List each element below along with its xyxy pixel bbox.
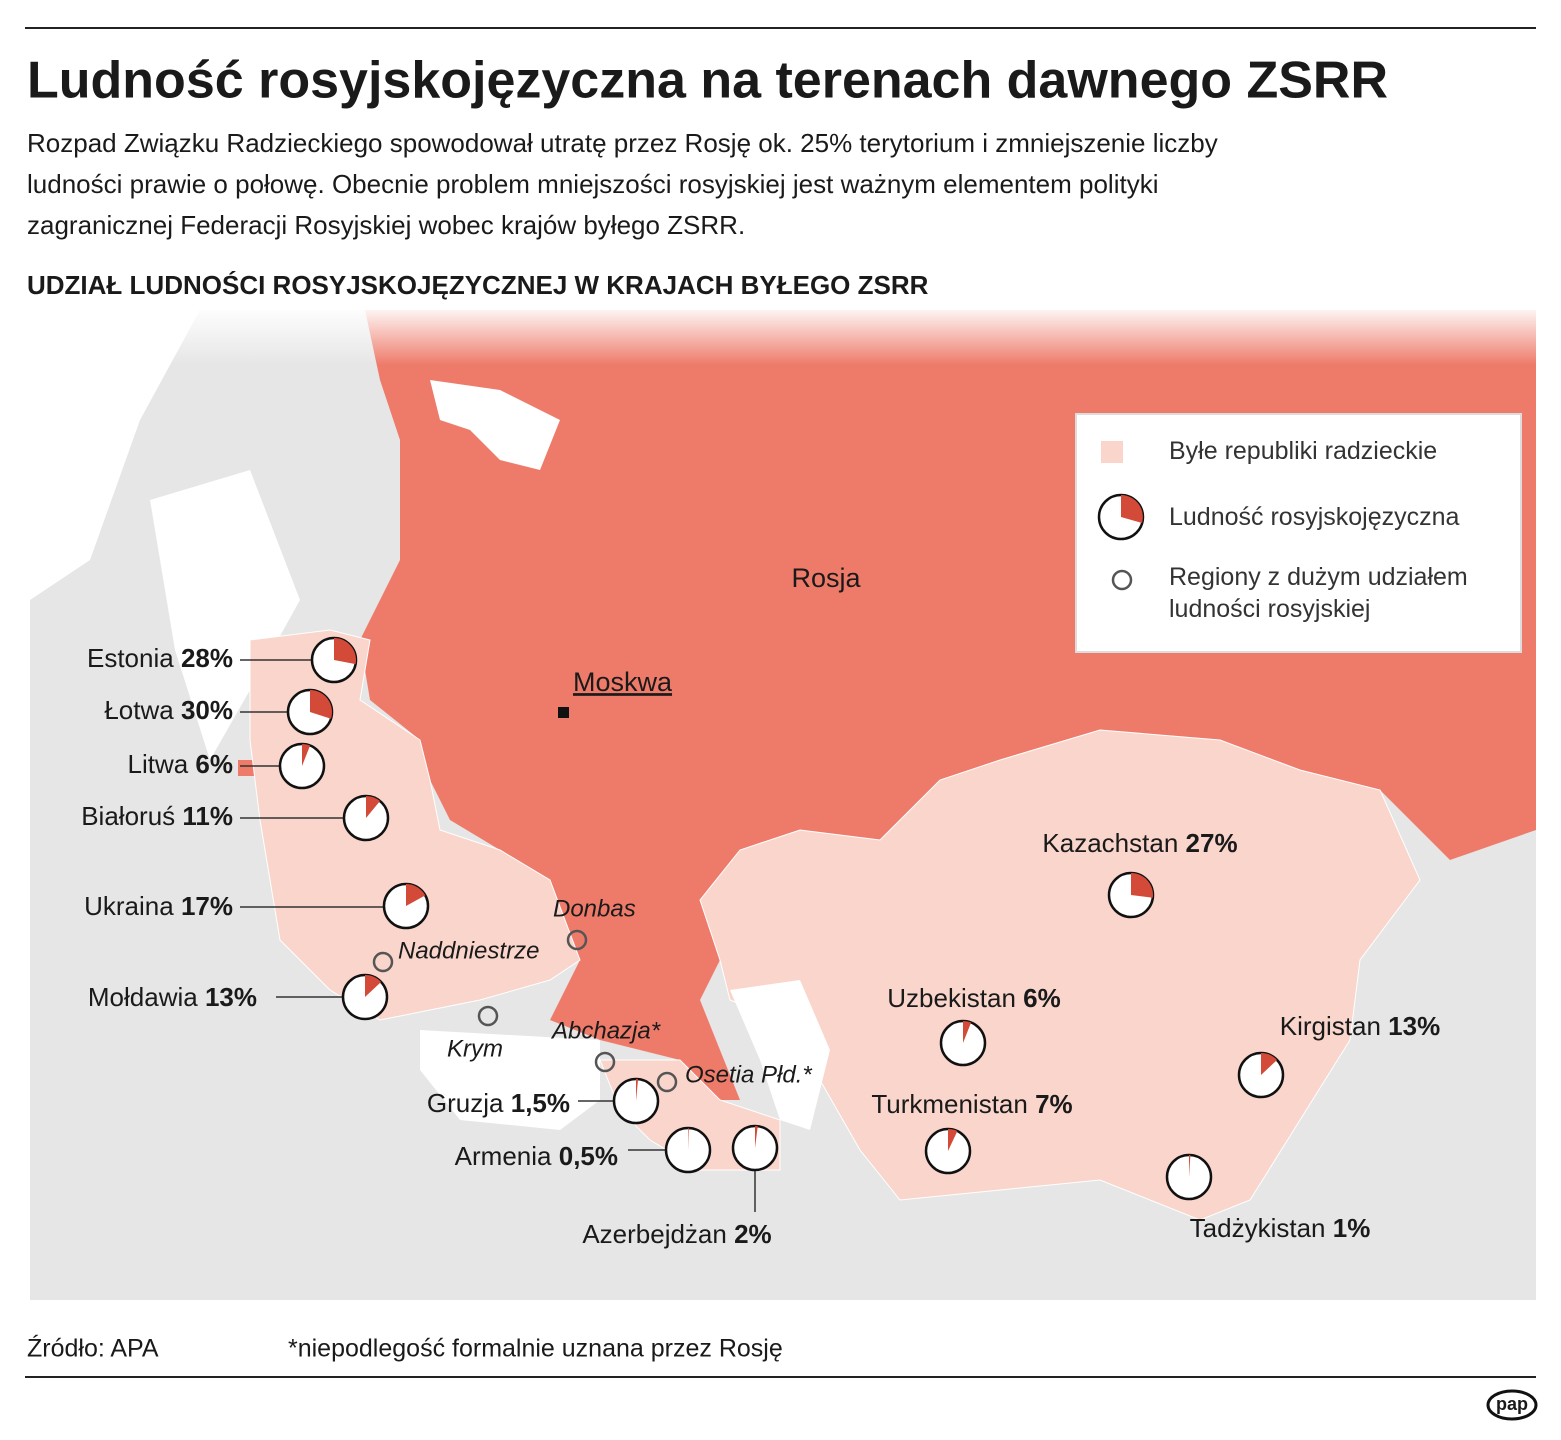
country-label: Ukraina 17% xyxy=(84,891,233,921)
subtitle: zagranicznej Federacji Rosyjskiej wobec … xyxy=(27,210,745,240)
country-name: Kazachstan xyxy=(1042,828,1178,858)
country-share: 30% xyxy=(181,695,233,725)
country-share: 0,5% xyxy=(559,1141,618,1171)
pie-wedge xyxy=(1131,873,1153,898)
pie-wedge xyxy=(310,689,333,719)
legend-item: Byłe republiki radzieckie xyxy=(1169,437,1438,465)
pie-wedge xyxy=(334,638,356,665)
pie-wedge xyxy=(1189,1155,1191,1177)
country-share: 27% xyxy=(1186,828,1238,858)
pie-wedge xyxy=(963,1021,972,1043)
country-name: Białoruś xyxy=(81,801,175,831)
country-label: Tadżykistan 1% xyxy=(1190,1213,1371,1243)
pie-wedge xyxy=(366,796,381,818)
country-label: Kazachstan 27% xyxy=(1042,828,1237,858)
country-label: Białoruś 11% xyxy=(81,801,233,831)
capital-label: Moskwa xyxy=(573,667,673,697)
logo-text: pap xyxy=(1496,1394,1528,1414)
country-share: 6% xyxy=(1023,983,1061,1013)
country-share: 13% xyxy=(205,982,257,1012)
pie-wedge xyxy=(406,884,426,906)
country-name: Armenia xyxy=(455,1141,552,1171)
region-label: Osetia Płd.* xyxy=(685,1061,812,1088)
caspian-sea xyxy=(730,980,830,1130)
legend-item: Ludność rosyjskojęzyczna xyxy=(1169,503,1460,531)
title: Ludność rosyjskojęzyczna na terenach daw… xyxy=(27,52,1388,110)
country-label: Litwa 6% xyxy=(127,749,233,779)
legend-icon xyxy=(1111,569,1133,591)
country-name: Estonia xyxy=(87,643,174,673)
logo xyxy=(1486,1389,1538,1421)
region-marker xyxy=(566,929,588,951)
sea xyxy=(30,310,200,600)
country-label: Kirgistan 13% xyxy=(1280,1011,1440,1041)
country-label: Gruzja 1,5% xyxy=(427,1088,570,1118)
country-share: 2% xyxy=(734,1219,772,1249)
region-marker xyxy=(372,951,394,973)
region-label: Naddniestrze xyxy=(398,937,539,964)
region-label: Donbas xyxy=(553,895,636,922)
country-name: Tadżykistan xyxy=(1190,1213,1326,1243)
region-label: Krym xyxy=(447,1035,503,1062)
country-label: Estonia 28% xyxy=(87,643,233,673)
country-name: Litwa xyxy=(127,749,188,779)
region-label: Abchazja* xyxy=(550,1017,661,1044)
legend-item: Regiony z dużym udziałem ludności rosyjs… xyxy=(1169,563,1468,623)
russia-label: Rosja xyxy=(791,563,861,593)
region-marker xyxy=(656,1071,678,1093)
subtitle: Rozpad Związku Radzieckiego spowodował u… xyxy=(27,128,1218,158)
legend: Byłe republiki radzieckie Ludność rosyjs… xyxy=(1075,413,1522,653)
region-marker xyxy=(477,1005,499,1027)
sea xyxy=(150,470,300,760)
legend-icon xyxy=(1101,441,1123,463)
pie-wedge xyxy=(302,744,311,766)
country-share: 11% xyxy=(182,801,233,831)
source: Źródło: APA xyxy=(27,1334,159,1363)
country-share: 17% xyxy=(181,891,233,921)
country-share: 13% xyxy=(1388,1011,1440,1041)
country-name: Uzbekistan xyxy=(887,983,1016,1013)
pie-wedge xyxy=(1261,1053,1278,1075)
country-name: Łotwa xyxy=(104,695,174,725)
capital-marker xyxy=(558,707,569,718)
country-label: Uzbekistan 6% xyxy=(887,983,1060,1013)
country-share: 7% xyxy=(1035,1089,1073,1119)
pie-wedge xyxy=(948,1129,958,1151)
country-share: 1,5% xyxy=(511,1088,570,1118)
former-republics xyxy=(249,629,581,1021)
fade xyxy=(30,305,1536,365)
pie-wedge xyxy=(755,1126,758,1148)
pie-wedge xyxy=(365,975,382,997)
country-share: 28% xyxy=(181,643,233,673)
white-sea xyxy=(430,380,560,470)
country-label: Mołdawia 13% xyxy=(88,982,257,1012)
note: *niepodlegość formalnie uznana przez Ros… xyxy=(288,1335,783,1363)
country-label: Łotwa 30% xyxy=(104,695,233,725)
country-name: Mołdawia xyxy=(88,982,198,1012)
country-name: Ukraina xyxy=(84,891,174,921)
country-name: Turkmenistan xyxy=(871,1089,1028,1119)
black-sea xyxy=(420,1030,600,1130)
map-title: UDZIAŁ LUDNOŚCI ROSYJSKOJĘZYCZNEJ W KRAJ… xyxy=(27,270,929,300)
pie-wedge xyxy=(636,1079,639,1101)
country-label: Azerbejdżan 2% xyxy=(582,1219,771,1249)
country-share: 1% xyxy=(1333,1213,1371,1243)
pie-wedge xyxy=(688,1128,689,1150)
country-label: Armenia 0,5% xyxy=(455,1141,618,1171)
country-name: Kirgistan xyxy=(1280,1011,1381,1041)
legend-icon xyxy=(1097,493,1145,541)
subtitle: ludności prawie o połowę. Obecnie proble… xyxy=(27,169,1158,199)
country-share: 6% xyxy=(195,749,233,779)
country-name: Gruzja xyxy=(427,1088,504,1118)
region-marker xyxy=(594,1051,616,1073)
country-name: Azerbejdżan xyxy=(582,1219,727,1249)
country-label: Turkmenistan 7% xyxy=(871,1089,1072,1119)
